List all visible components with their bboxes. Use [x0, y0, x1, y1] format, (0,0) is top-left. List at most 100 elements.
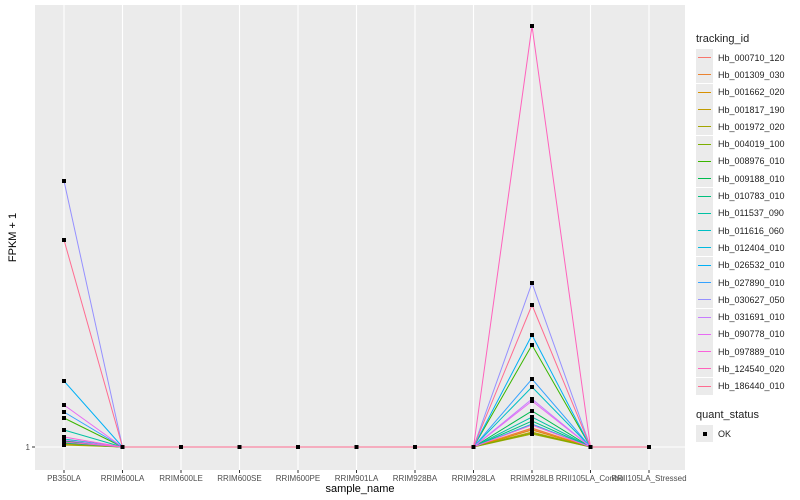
x-tick-label: RRII105LA_Control [556, 474, 626, 483]
legend-label: Hb_026532_010 [718, 260, 785, 271]
legend-key: Hb_097889_010 [696, 343, 785, 361]
data-point [530, 377, 534, 381]
legend-label: Hb_011537_090 [718, 208, 784, 219]
legend-label: Hb_004019_100 [718, 139, 785, 150]
data-point [62, 410, 66, 414]
data-point [530, 409, 534, 413]
data-point [530, 415, 534, 419]
legend-swatch [696, 308, 713, 326]
data-point [471, 445, 476, 449]
data-point [530, 399, 534, 403]
x-tick-label: RRIM600PE [276, 474, 320, 483]
data-point [530, 385, 534, 389]
data-point [413, 445, 417, 449]
x-tick-label: RRIM928LB [510, 474, 554, 483]
legend-key: Hb_012404_010 [696, 239, 785, 257]
legend-key: Hb_030627_050 [696, 291, 785, 309]
legend-key: Hb_010783_010 [696, 187, 785, 205]
legend-key: Hb_009188_010 [696, 170, 785, 188]
legend-swatch [696, 360, 713, 378]
data-point [62, 179, 66, 183]
legend-label: Hb_124540_020 [718, 363, 785, 374]
data-point [62, 403, 66, 407]
legend-label: Hb_001662_020 [718, 87, 785, 98]
legend-key: Hb_027890_010 [696, 274, 785, 291]
data-point [588, 445, 593, 449]
legend-swatch [696, 118, 713, 136]
legend-key: Hb_090778_010 [696, 325, 785, 343]
legend-key: Hb_008976_010 [696, 152, 785, 170]
x-tick-label: RRIM928LA [452, 474, 496, 483]
data-point [296, 445, 300, 449]
legend-key: Hb_011616_060 [696, 222, 785, 240]
legend-swatch [696, 291, 713, 309]
legend-swatch [696, 135, 713, 153]
legend: tracking_id Hb_000710_120 Hb_001309_030 Hb… [696, 33, 785, 443]
data-point [530, 419, 534, 423]
x-tick-label: RRIM901LA [335, 474, 379, 483]
legend-key: Hb_031691_010 [696, 308, 785, 326]
legend-label: Hb_009188_010 [718, 173, 785, 184]
plot-panel [35, 5, 685, 470]
data-point [530, 423, 534, 427]
data-point [530, 24, 534, 28]
legend-label: Hb_030627_050 [718, 294, 785, 305]
legend-label: Hb_090778_010 [718, 329, 785, 340]
data-point [354, 445, 359, 449]
legend-swatch [696, 83, 713, 101]
x-tick-label: RRIM600LE [159, 474, 203, 483]
data-point [62, 428, 66, 432]
legend-label: Hb_011616_060 [718, 225, 784, 236]
legend-key: Hb_124540_020 [696, 360, 785, 378]
y-tick-label: 1 [26, 443, 31, 452]
point-icon [703, 432, 707, 437]
legend-swatch [696, 274, 713, 291]
legend-key: Hb_004019_100 [696, 135, 785, 153]
legend-swatch [696, 170, 713, 188]
legend-label: Hb_001817_190 [718, 104, 785, 115]
data-point [530, 343, 534, 347]
data-point [120, 445, 125, 449]
data-point [179, 445, 183, 449]
data-point [62, 379, 66, 383]
legend-title: tracking_id [696, 33, 750, 45]
legend-label: Hb_008976_010 [718, 156, 785, 167]
legend-label: Hb_027890_010 [718, 277, 785, 288]
legend-label: Hb_000710_120 [718, 52, 785, 63]
legend-key-ok: OK [696, 425, 785, 443]
legend-key: Hb_000710_120 [696, 49, 785, 67]
x-tick-label: RRIM928BA [393, 474, 438, 483]
data-point [237, 445, 242, 449]
legend-swatch [696, 204, 713, 222]
legend-swatch [696, 377, 713, 395]
data-point [530, 303, 534, 307]
legend-label: Hb_031691_010 [718, 312, 785, 323]
data-point [530, 431, 534, 435]
y-axis-title: FPKM + 1 [7, 213, 19, 262]
legend-swatch [696, 152, 713, 170]
legend-key: Hb_186440_010 [696, 377, 785, 395]
x-tick-label: RRII105LA_Stressed [611, 474, 686, 483]
legend-key: Hb_001817_190 [696, 101, 785, 119]
data-point [530, 333, 534, 337]
legend-label: Hb_097889_010 [718, 346, 785, 357]
data-point [62, 238, 66, 242]
legend-label: Hb_001309_030 [718, 69, 785, 80]
x-tick-label: RRIM600SE [217, 474, 261, 483]
legend-label: OK [718, 428, 732, 439]
legend-swatch [696, 325, 713, 343]
legend-key: Hb_001662_020 [696, 83, 785, 101]
legend-swatch [696, 49, 713, 67]
data-point [647, 445, 651, 449]
legend-swatch [696, 256, 713, 274]
legend-swatch [696, 239, 713, 257]
legend-key: Hb_001972_020 [696, 118, 785, 136]
legend-swatch [696, 343, 713, 361]
legend-swatch [696, 222, 713, 240]
x-tick-label: RRIM600LA [101, 474, 145, 483]
legend-label: Hb_186440_010 [718, 381, 785, 392]
point-legend-title: quant_status [696, 408, 759, 421]
legend-label: Hb_010783_010 [718, 191, 785, 202]
legend-key: Hb_011537_090 [696, 204, 785, 222]
